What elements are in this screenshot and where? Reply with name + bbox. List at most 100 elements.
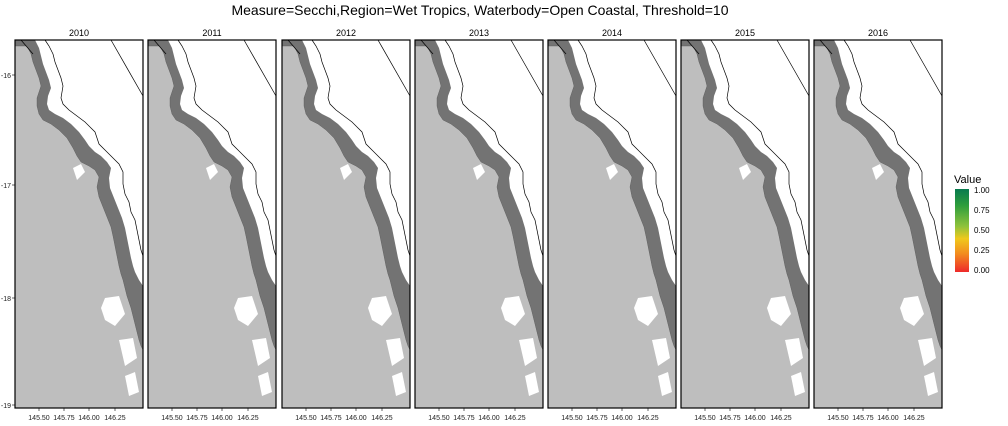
panel-year-label: 2014: [602, 28, 622, 38]
inlet: [872, 164, 884, 180]
inlet: [791, 372, 805, 396]
shelf-boundary-line: [843, 39, 943, 257]
shelf-boundary-line: [444, 39, 544, 257]
x-tick-label: 145.50: [827, 415, 849, 422]
boundary-line: [553, 39, 567, 55]
x-tick-label: 146.00: [478, 415, 500, 422]
panel-year-label: 2011: [202, 28, 221, 38]
x-tick-label: 146.25: [637, 415, 659, 422]
shelf-boundary-line: [710, 39, 810, 257]
inlet: [368, 296, 392, 326]
map-panel: 2010 145.50 145.75 146.00 146.25: [14, 28, 144, 422]
panel-border: [813, 39, 943, 409]
panel-border: [414, 39, 544, 409]
boundary-line: [643, 39, 677, 97]
boundary-line: [776, 39, 810, 97]
inlet: [652, 338, 670, 366]
x-tick-label: 145.50: [428, 415, 450, 422]
inlet: [119, 338, 137, 366]
legend-tick-label: 0.25: [974, 246, 990, 255]
y-tick-label: -19: [1, 403, 11, 410]
inlet: [519, 338, 537, 366]
x-tick-label: 146.25: [104, 415, 126, 422]
x-tick-label: 145.50: [694, 415, 716, 422]
panel-year-label: 2016: [868, 28, 888, 38]
x-tick-label: 146.25: [770, 415, 792, 422]
x-tick-label: 146.00: [211, 415, 233, 422]
map-panel: 2014 145.50 145.75 146.00 146.25: [547, 28, 677, 422]
inlet: [785, 338, 803, 366]
x-tick-label: 145.50: [295, 415, 317, 422]
boundary-line: [153, 39, 167, 55]
map-panel: 2015 145.50 145.75 146.00 146.25: [680, 28, 810, 422]
x-tick-label: 146.00: [877, 415, 899, 422]
legend-tick-label: 0.75: [974, 206, 990, 215]
y-tick-label: -16: [1, 73, 11, 80]
inlet: [767, 296, 791, 326]
x-tick-label: 145.75: [186, 415, 208, 422]
x-tick-label: 146.25: [237, 415, 259, 422]
legend-tick-label: 1.00: [974, 186, 990, 195]
y-tick-label: -18: [1, 296, 11, 303]
panel-border: [147, 39, 277, 409]
x-tick-label: 145.75: [453, 415, 475, 422]
boundary-line: [20, 39, 34, 55]
panel-year-label: 2013: [469, 28, 489, 38]
legend-colorbar: [955, 189, 969, 272]
legend-tick-label: 0.00: [974, 266, 990, 275]
shelf-boundary-line: [177, 39, 277, 257]
map-panel: 2013 145.50 145.75 146.00 146.25: [414, 28, 544, 422]
shelf-boundary-line: [44, 39, 144, 257]
x-tick-label: 145.75: [320, 415, 342, 422]
x-tick-label: 145.75: [53, 415, 75, 422]
inlet: [658, 372, 672, 396]
y-tick-label: -17: [1, 183, 11, 190]
x-tick-label: 146.00: [611, 415, 633, 422]
x-tick-label: 146.25: [903, 415, 925, 422]
x-tick-label: 145.50: [561, 415, 583, 422]
inlet: [918, 338, 936, 366]
x-tick-label: 145.50: [28, 415, 50, 422]
x-tick-label: 145.75: [586, 415, 608, 422]
inlet: [739, 164, 751, 180]
inlet: [252, 338, 270, 366]
inlet: [501, 296, 525, 326]
inlet: [258, 372, 272, 396]
panel-year-label: 2015: [735, 28, 755, 38]
inlet: [206, 164, 218, 180]
inlet: [125, 372, 139, 396]
shelf-boundary-line: [577, 39, 677, 257]
panel-border: [14, 39, 144, 409]
inlet: [473, 164, 485, 180]
boundary-line: [819, 39, 833, 55]
inlet: [392, 372, 406, 396]
boundary-line: [287, 39, 301, 55]
panel-border: [680, 39, 810, 409]
inlet: [525, 372, 539, 396]
x-tick-label: 146.00: [744, 415, 766, 422]
shelf-boundary-line: [311, 39, 411, 257]
x-tick-label: 145.75: [719, 415, 741, 422]
x-tick-label: 146.00: [345, 415, 367, 422]
x-tick-label: 146.25: [371, 415, 393, 422]
inlet: [386, 338, 404, 366]
inlet: [634, 296, 658, 326]
inlet: [900, 296, 924, 326]
x-tick-label: 146.00: [78, 415, 100, 422]
map-panel: 2016 145.50 145.75 146.00 146.25: [813, 28, 943, 422]
inlet: [234, 296, 258, 326]
panel-year-label: 2012: [336, 28, 356, 38]
boundary-line: [377, 39, 411, 97]
boundary-line: [686, 39, 700, 55]
boundary-line: [909, 39, 943, 97]
value-legend: Value 1.00 0.75 0.50 0.25 0.00: [954, 174, 1008, 284]
x-tick-label: 145.75: [852, 415, 874, 422]
boundary-line: [510, 39, 544, 97]
panel-border: [547, 39, 677, 409]
boundary-line: [420, 39, 434, 55]
inlet: [340, 164, 352, 180]
inlet: [924, 372, 938, 396]
inlet: [101, 296, 125, 326]
inlet: [73, 164, 85, 180]
